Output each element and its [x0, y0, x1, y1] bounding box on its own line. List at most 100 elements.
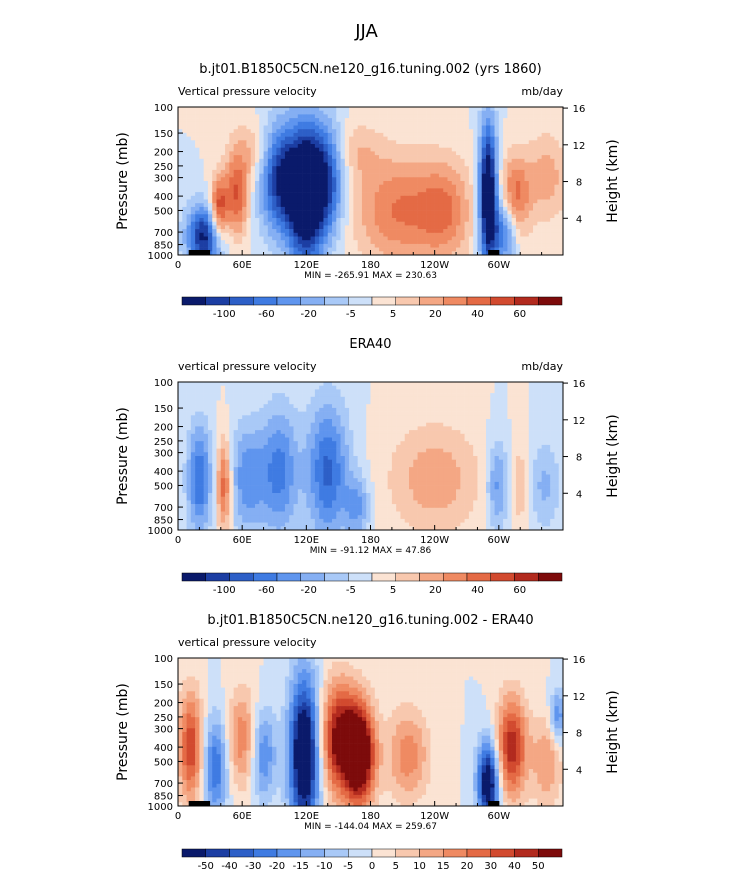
heatmap-cell: [545, 132, 551, 137]
heatmap-cell: [276, 251, 281, 256]
heatmap-cell: [186, 107, 192, 111]
heatmap-cell: [220, 426, 226, 431]
heatmap-cell: [182, 129, 187, 134]
heatmap-cell: [237, 393, 243, 398]
heatmap-cell: [216, 107, 222, 111]
heatmap-cell: [302, 107, 307, 111]
heatmap-cell: [473, 411, 478, 416]
heatmap-cell: [199, 396, 204, 401]
heatmap-cell: [297, 400, 303, 405]
heatmap-cell: [554, 184, 560, 189]
heatmap-cell: [272, 129, 277, 134]
heatmap-cell: [182, 221, 187, 226]
heatmap-cell: [190, 203, 196, 208]
heatmap-cell: [545, 114, 551, 119]
heatmap-cell: [276, 158, 281, 163]
heatmap-cell: [370, 110, 376, 115]
heatmap-cell: [383, 229, 388, 234]
heatmap-cell: [323, 121, 329, 126]
heatmap-cell: [554, 188, 560, 193]
heatmap-cell: [494, 400, 500, 405]
heatmap-cell: [545, 195, 551, 200]
heatmap-cell: [319, 151, 324, 156]
heatmap-cell: [473, 188, 478, 193]
heatmap-cell: [314, 389, 320, 394]
heatmap-cell: [267, 426, 273, 431]
heatmap-cell: [486, 158, 491, 163]
heatmap-cell: [473, 162, 478, 167]
heatmap-cell: [370, 385, 376, 390]
heatmap-cell: [229, 169, 234, 174]
heatmap-cell: [524, 181, 530, 185]
heatmap-cell: [229, 162, 234, 167]
heatmap-cell: [361, 206, 367, 211]
heatmap-cell: [225, 195, 230, 200]
heatmap-cell: [267, 251, 273, 256]
heatmap-cell: [220, 136, 226, 141]
heatmap-cell: [357, 121, 363, 126]
heatmap-cell: [421, 400, 427, 405]
heatmap-cell: [216, 411, 222, 416]
heatmap-cell: [447, 151, 453, 156]
heatmap-cell: [451, 184, 457, 189]
heatmap-cell: [426, 404, 431, 409]
heatmap-cell: [370, 389, 376, 394]
heatmap-cell: [216, 162, 222, 167]
heatmap-cell: [550, 140, 555, 145]
heatmap-cell: [310, 232, 316, 237]
heatmap-cell: [473, 199, 478, 204]
heatmap-cell: [477, 166, 483, 171]
heatmap-cell: [237, 173, 243, 178]
heatmap-cell: [336, 426, 341, 431]
heatmap-cell: [494, 422, 500, 427]
heatmap-cell: [503, 232, 508, 237]
heatmap-cell: [533, 415, 538, 420]
heatmap-cell: [383, 210, 388, 215]
heatmap-cell: [383, 221, 388, 226]
heatmap-cell: [528, 411, 534, 416]
height-tick-label: 4: [576, 214, 582, 225]
heatmap-cell: [353, 177, 358, 182]
heatmap-cell: [178, 184, 183, 189]
heatmap-cell: [438, 389, 444, 394]
heatmap-cell: [473, 385, 478, 390]
heatmap-cell: [272, 155, 277, 160]
heatmap-cell: [464, 396, 470, 401]
heatmap-cell: [255, 195, 260, 200]
heatmap-cell: [203, 232, 209, 237]
heatmap-cell: [366, 121, 371, 126]
heatmap-cell: [456, 162, 461, 167]
heatmap-cell: [203, 407, 209, 412]
heatmap-cell: [207, 158, 213, 163]
heatmap-cell: [434, 232, 440, 237]
heatmap-cell: [447, 188, 453, 193]
heatmap-cell: [225, 251, 230, 256]
heatmap-cell: [438, 199, 444, 204]
heatmap-cell: [383, 144, 388, 148]
heatmap-cell: [246, 382, 252, 386]
heatmap-cell: [319, 407, 324, 412]
heatmap-cell: [464, 114, 470, 119]
heatmap-cell: [417, 184, 423, 189]
heatmap-cell: [246, 251, 252, 256]
heatmap-cell: [225, 210, 230, 215]
heatmap-cell: [545, 188, 551, 193]
heatmap-cell: [438, 214, 444, 219]
heatmap-cell: [340, 419, 346, 423]
heatmap-cell: [404, 206, 410, 211]
heatmap-cell: [195, 411, 200, 416]
heatmap-cell: [289, 169, 294, 174]
heatmap-cell: [468, 400, 474, 405]
heatmap-cell: [263, 411, 269, 416]
heatmap-cell: [503, 407, 508, 412]
heatmap-cell: [357, 177, 363, 182]
heatmap-cell: [533, 426, 538, 431]
heatmap-cell: [494, 192, 500, 197]
heatmap-cell: [276, 218, 281, 222]
heatmap-cell: [404, 158, 410, 163]
heatmap-cell: [409, 136, 414, 141]
heatmap-cell: [426, 195, 431, 200]
heatmap-cell: [379, 166, 384, 171]
heatmap-cell: [447, 389, 453, 394]
